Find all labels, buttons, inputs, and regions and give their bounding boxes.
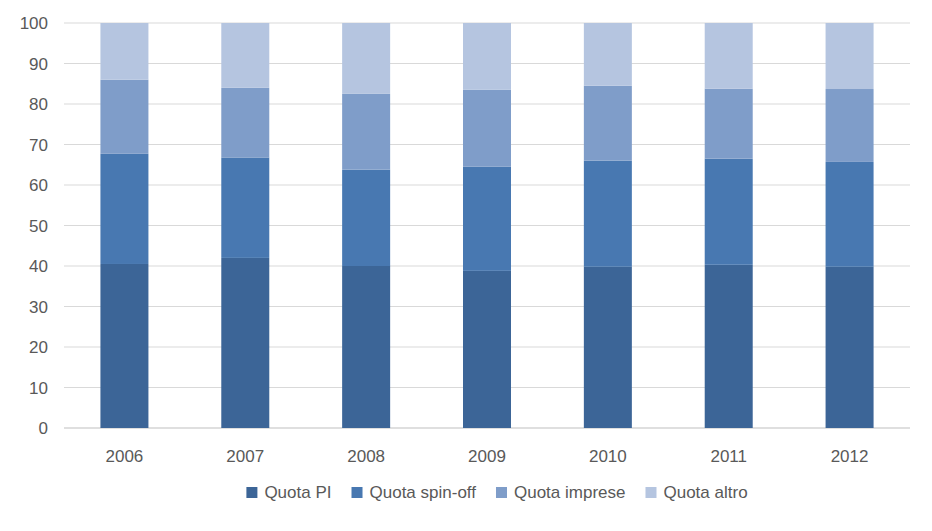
legend-label: Quota altro bbox=[663, 483, 747, 502]
bars bbox=[100, 23, 873, 428]
legend: Quota PI Quota spin-off Quota imprese Quota… bbox=[246, 483, 747, 502]
y-tick-label: 50 bbox=[29, 217, 48, 236]
legend-swatch bbox=[352, 487, 363, 498]
bar-segment bbox=[100, 80, 148, 154]
bar-segment bbox=[705, 265, 753, 428]
bar-segment bbox=[584, 161, 632, 267]
bar-segment bbox=[100, 154, 148, 264]
bar-segment bbox=[342, 23, 390, 94]
bar-segment bbox=[584, 23, 632, 86]
x-tick-label: 2007 bbox=[226, 447, 264, 466]
y-tick-label: 40 bbox=[29, 257, 48, 276]
x-tick-label: 2009 bbox=[468, 447, 506, 466]
y-tick-label: 60 bbox=[29, 176, 48, 195]
bar-segment bbox=[221, 258, 269, 428]
bar-segment bbox=[705, 23, 753, 89]
y-tick-label: 70 bbox=[29, 136, 48, 155]
y-tick-label: 20 bbox=[29, 338, 48, 357]
bar-segment bbox=[826, 89, 874, 162]
bar-segment bbox=[705, 159, 753, 265]
legend-label: Quota PI bbox=[264, 483, 331, 502]
bar-segment bbox=[342, 266, 390, 428]
bar-segment bbox=[463, 271, 511, 428]
grid bbox=[64, 23, 910, 428]
bar-segment bbox=[342, 170, 390, 266]
x-tick-label: 2008 bbox=[347, 447, 385, 466]
bar-segment bbox=[584, 267, 632, 428]
bar-segment bbox=[100, 264, 148, 428]
bar-segment bbox=[463, 90, 511, 167]
legend-swatch bbox=[496, 487, 507, 498]
bar-segment bbox=[463, 167, 511, 271]
bar-segment bbox=[463, 23, 511, 90]
x-tick-label: 2012 bbox=[831, 447, 869, 466]
bar-segment bbox=[100, 23, 148, 80]
bar-segment bbox=[826, 23, 874, 89]
legend-swatch bbox=[246, 487, 257, 498]
bar-segment bbox=[221, 157, 269, 257]
bar-segment bbox=[705, 89, 753, 159]
legend-label: Quota imprese bbox=[514, 483, 626, 502]
chart: 0 10 20 30 40 50 60 70 80 90 100 2006 2007 2008 2009 20… bbox=[0, 0, 932, 531]
bar-segment bbox=[221, 23, 269, 88]
bar-segment bbox=[221, 88, 269, 158]
legend-swatch bbox=[645, 487, 656, 498]
bar-segment bbox=[584, 86, 632, 161]
x-tick-label: 2006 bbox=[106, 447, 144, 466]
legend-label: Quota spin-off bbox=[370, 483, 477, 502]
bar-segment bbox=[826, 162, 874, 267]
y-tick-label: 0 bbox=[39, 419, 48, 438]
y-tick-label: 100 bbox=[20, 14, 48, 33]
y-tick-label: 90 bbox=[29, 55, 48, 74]
y-tick-label: 30 bbox=[29, 298, 48, 317]
y-tick-label: 10 bbox=[29, 379, 48, 398]
bar-segment bbox=[826, 267, 874, 428]
x-tick-label: 2011 bbox=[710, 447, 747, 466]
y-tick-label: 80 bbox=[29, 95, 48, 114]
x-tick-label: 2010 bbox=[589, 447, 627, 466]
bar-segment bbox=[342, 94, 390, 170]
